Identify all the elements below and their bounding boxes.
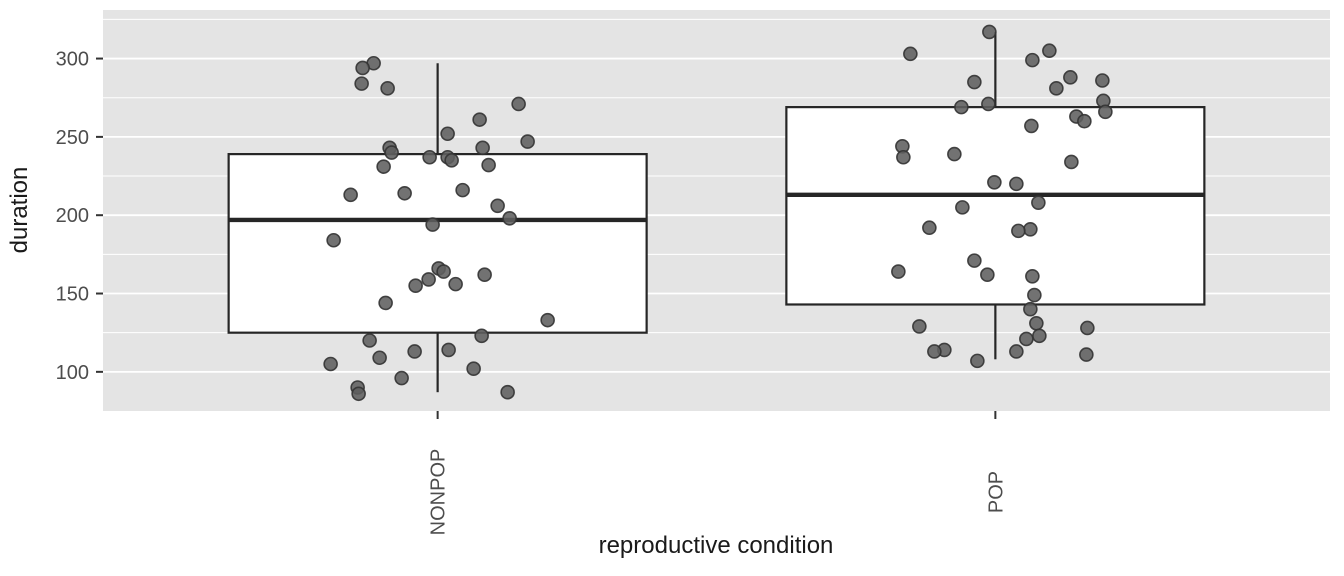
jitter-point [384,145,399,160]
jitter-point [422,149,437,165]
jitter-point [1025,268,1040,284]
jitter-point [1049,81,1064,96]
y-axis-title: duration [6,167,33,254]
jitter-point [474,328,489,344]
jitter-point [376,159,391,174]
jitter-point [355,60,370,76]
jitter-point [967,253,982,268]
jitter-point [436,264,451,279]
jitter-point [520,134,535,149]
boxplot-nonpop [227,63,648,393]
jitter-point [922,220,937,236]
jitter-point [326,232,341,248]
jitter-point [955,200,970,215]
jitter-point [323,356,338,372]
y-tick-label: 200 [56,205,89,227]
jitter-point [903,46,918,62]
jitter-point [408,278,423,293]
jitter-point [343,187,358,203]
jitter-point [896,149,911,165]
jitter-point [1011,223,1026,239]
jitter-point [407,344,422,359]
jitter-point [378,295,393,311]
jitter-point [472,112,487,127]
jitter-point [970,353,985,369]
jitter-point [440,126,455,142]
jitter-point [425,217,440,232]
jitter-point [1027,287,1042,303]
x-tick-label: POP [985,471,1007,513]
jitter-point [1063,70,1078,85]
jitter-point [1079,347,1094,362]
jitter-point [981,96,996,112]
jitter-point [444,153,459,168]
jitter-point [448,276,463,292]
axes-layer: 100 150 200 250 300 NONPOP POP [56,49,1008,536]
points-pop [891,24,1113,369]
jitter-point [500,384,515,400]
jitter-point [1095,73,1110,88]
jitter-point [511,96,526,112]
jitter-point [380,81,395,96]
y-tick-label: 100 [56,362,89,384]
jitter-point [967,74,982,90]
jitter-point [1023,221,1038,237]
jitter-point [1077,113,1092,129]
boxplots-layer [227,31,1206,393]
boxplot-pop [785,31,1206,360]
jitter-point [954,99,969,115]
jitter-point [421,272,436,287]
jitter-point [891,264,906,279]
jitter-point [362,333,377,348]
jitter-point [1025,52,1040,68]
jitter-point [475,140,490,156]
jitter-point [1009,344,1024,359]
jitter-point [1009,176,1024,192]
jitter-point [397,185,412,201]
jitter-point [490,198,505,214]
jitter-point [1098,104,1113,120]
y-tick-label: 150 [56,284,89,306]
jitter-point [351,386,366,402]
jitter-point [980,267,995,283]
jitter-point [477,267,492,283]
jitter-point [394,370,409,386]
jitter-point [1024,118,1039,134]
x-axis-title: reproductive condition [599,532,834,559]
jitter-point [1019,331,1034,347]
jitter-point [481,157,496,173]
jitter-point [927,344,942,359]
y-tick-label: 300 [56,49,89,71]
iqr-box [227,153,648,334]
jitter-point [1064,154,1079,170]
jitter-point [1031,195,1046,210]
jitter-points-layer [323,24,1113,402]
jitter-point [1023,301,1038,317]
jitter-point [354,76,369,91]
x-tick-label: NONPOP [428,449,450,536]
jitter-point [502,211,517,226]
jitter-point [912,319,927,334]
jitter-point [455,182,470,198]
jitter-point [1080,320,1095,336]
jitter-point [1032,328,1047,344]
jitter-point [540,312,555,328]
jitter-point [1029,315,1044,331]
jitter-point [441,342,456,358]
jitter-point [987,175,1002,190]
jitter-point [372,350,387,366]
iqr-box [785,106,1206,306]
jitter-point [947,146,962,162]
jitter-point [1042,43,1057,59]
y-tick-label: 250 [56,127,89,149]
jitter-point [466,361,481,377]
jitter-point [982,24,997,40]
points-nonpop [323,55,555,402]
